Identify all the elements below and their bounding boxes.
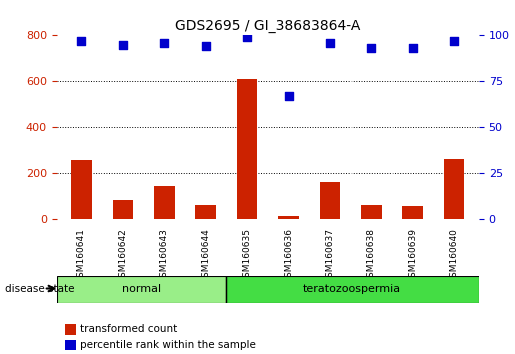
FancyBboxPatch shape: [57, 276, 226, 303]
Bar: [113, 200, 133, 219]
Bar: [195, 205, 216, 219]
Text: normal: normal: [122, 284, 161, 295]
Bar: [319, 182, 340, 219]
Point: [77, 38, 85, 44]
Text: GSM160638: GSM160638: [367, 228, 376, 283]
Point: [326, 40, 334, 46]
Text: GSM160643: GSM160643: [160, 228, 169, 283]
Text: GSM160636: GSM160636: [284, 228, 293, 283]
Bar: [65, 324, 76, 335]
Point: [284, 93, 293, 99]
Text: percentile rank within the sample: percentile rank within the sample: [80, 340, 256, 350]
Bar: [278, 216, 299, 219]
Text: GSM160637: GSM160637: [325, 228, 334, 283]
Bar: [65, 340, 76, 350]
FancyBboxPatch shape: [226, 276, 479, 303]
Text: GSM160640: GSM160640: [450, 228, 459, 283]
Point: [160, 40, 168, 46]
Text: teratozoospermia: teratozoospermia: [303, 284, 401, 295]
Point: [408, 45, 417, 51]
Text: GSM160644: GSM160644: [201, 228, 210, 283]
Bar: [402, 206, 423, 219]
Point: [450, 38, 458, 44]
Text: GSM160635: GSM160635: [243, 228, 252, 283]
Point: [119, 42, 127, 47]
Point: [367, 45, 375, 51]
Point: [243, 34, 251, 40]
Text: GSM160642: GSM160642: [118, 228, 127, 283]
Bar: [71, 160, 92, 219]
Point: [201, 44, 210, 49]
Text: disease state: disease state: [5, 284, 75, 293]
Bar: [237, 79, 258, 219]
Text: GSM160641: GSM160641: [77, 228, 86, 283]
Bar: [361, 205, 382, 219]
Text: transformed count: transformed count: [80, 324, 177, 334]
Title: GDS2695 / GI_38683864-A: GDS2695 / GI_38683864-A: [175, 19, 360, 33]
Bar: [154, 186, 175, 219]
Bar: [444, 159, 465, 219]
Text: GSM160639: GSM160639: [408, 228, 417, 283]
